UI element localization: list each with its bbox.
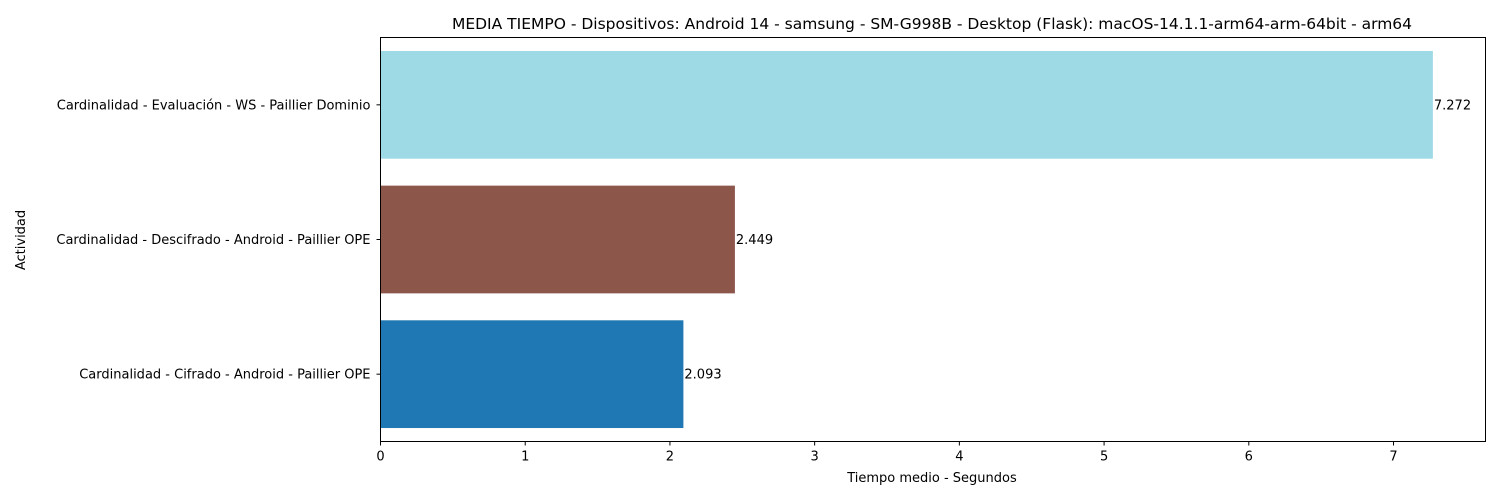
x-tick-label: 2 bbox=[666, 450, 674, 465]
plot-frame bbox=[380, 37, 1486, 442]
y-tick-label: Cardinalidad - Descifrado - Android - Pa… bbox=[56, 233, 370, 248]
chart-title: MEDIA TIEMPO - Dispositivos: Android 14 … bbox=[452, 15, 1412, 33]
x-tick-label: 7 bbox=[1389, 450, 1397, 465]
bar bbox=[380, 185, 735, 294]
y-tick-label: Cardinalidad - Cifrado - Android - Paill… bbox=[79, 368, 370, 383]
bars-group bbox=[380, 50, 1433, 429]
bar-value-label: 2.449 bbox=[736, 233, 773, 248]
bar-value-label: 2.093 bbox=[684, 368, 721, 383]
bar-value-label: 7.272 bbox=[1434, 98, 1471, 113]
x-tick-label: 1 bbox=[521, 450, 529, 465]
bar-value-labels: 2.093 2.449 7.272 bbox=[684, 98, 1471, 382]
x-axis-ticks: 0 1 2 3 4 5 6 7 bbox=[376, 441, 1398, 465]
x-tick-label: 4 bbox=[955, 450, 963, 465]
x-tick-label: 5 bbox=[1100, 450, 1108, 465]
y-tick-label: Cardinalidad - Evaluación - WS - Paillie… bbox=[57, 98, 371, 113]
x-axis-label: Tiempo medio - Segundos bbox=[846, 471, 1017, 486]
bar bbox=[380, 320, 684, 429]
y-axis-ticks: Cardinalidad - Cifrado - Android - Paill… bbox=[56, 98, 381, 383]
x-tick-label: 6 bbox=[1245, 450, 1253, 465]
bar bbox=[380, 50, 1433, 159]
x-tick-label: 0 bbox=[376, 450, 384, 465]
x-tick-label: 3 bbox=[811, 450, 819, 465]
y-axis-label: Actividad bbox=[14, 210, 29, 270]
